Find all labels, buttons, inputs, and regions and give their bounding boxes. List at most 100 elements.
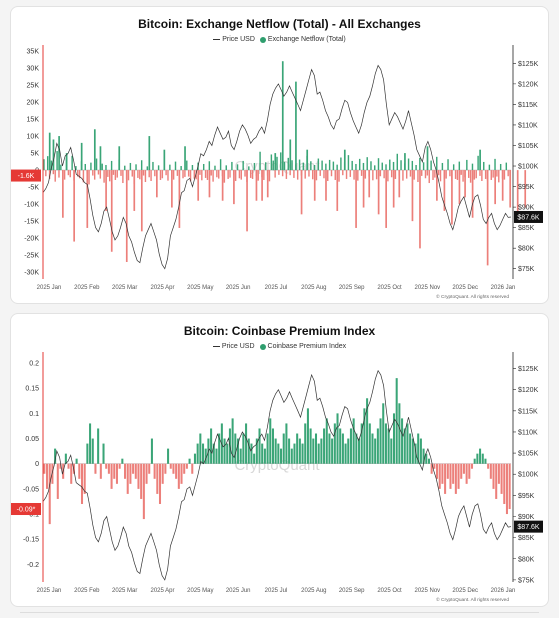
bar (396, 153, 398, 171)
netflow-chart-svg[interactable]: CryptoQuant35K30K25K20K15K10K5K0-5K-10K-… (11, 7, 548, 303)
y-right-tick-label: $110K (518, 429, 538, 436)
bar (330, 170, 333, 177)
bar (492, 463, 495, 489)
price-legend-label[interactable]: Price USD (222, 36, 255, 43)
bar (164, 463, 167, 474)
bar (280, 152, 282, 171)
bar (82, 170, 85, 183)
y-right-tick-label: $80K (518, 246, 535, 253)
bar (274, 438, 277, 464)
spike-bar (300, 170, 303, 215)
spike-bar (398, 170, 401, 198)
spike-bar (171, 170, 173, 208)
bar (457, 463, 460, 489)
bar (183, 463, 186, 474)
bar (110, 463, 113, 489)
price-legend-label[interactable]: Price USD (221, 343, 255, 350)
bar (63, 170, 66, 180)
chart-legend[interactable]: Price USD Exchange Netflow (Total) (11, 36, 548, 43)
series-legend-label[interactable]: Coinbase Premium Index (267, 343, 347, 350)
bar (277, 443, 280, 464)
bar (288, 438, 291, 464)
spike-bar (392, 170, 395, 208)
spike-bar (458, 170, 461, 205)
x-tick-label: 2025 Jan (37, 285, 62, 291)
bar (351, 160, 353, 171)
bar (202, 443, 205, 464)
bar (46, 463, 49, 489)
bar (358, 158, 361, 171)
bar (129, 162, 132, 171)
spike-bar (221, 170, 224, 201)
bar (409, 170, 412, 177)
spike-bar (184, 146, 186, 171)
bar (462, 463, 465, 474)
x-tick-label: 2025 Sep (339, 285, 365, 291)
bar (101, 163, 103, 171)
bar (390, 170, 393, 178)
bar (48, 170, 51, 179)
bar (382, 403, 385, 464)
bar (229, 170, 231, 178)
bar (145, 463, 148, 484)
x-tick-label: 2025 Jun (226, 588, 251, 594)
current-price-label: $87.6K (517, 524, 540, 531)
bar (269, 418, 272, 464)
y-right-tick-label: $85K (518, 535, 535, 542)
y-right-tick-label: $100K (518, 472, 539, 479)
bar (270, 154, 273, 171)
credit-text: © CryptoQuant. All rights reserved (436, 596, 509, 603)
bar (479, 448, 482, 464)
y-right-tick-label: $125K (518, 366, 539, 373)
bar (436, 463, 439, 479)
bar (427, 458, 430, 464)
bar (289, 170, 291, 176)
bar (312, 170, 314, 180)
chart-legend[interactable]: Price USD Coinbase Premium Index (11, 343, 548, 350)
bar (422, 162, 425, 171)
spike-bar (306, 149, 309, 171)
bar (413, 170, 415, 180)
y-left-tick-label: -0.1 (27, 512, 39, 519)
bar (332, 161, 335, 171)
bar (249, 170, 252, 178)
bar (327, 170, 329, 181)
bar (219, 159, 222, 171)
bar (271, 428, 274, 464)
bar (196, 443, 199, 464)
spike-bar (368, 170, 371, 198)
bar (154, 170, 156, 177)
bar (387, 428, 390, 464)
series-legend-label[interactable]: Exchange Netflow (Total) (267, 36, 346, 43)
bar (75, 166, 77, 171)
bar (376, 428, 379, 464)
bar (278, 170, 280, 175)
bar (445, 170, 447, 179)
bar (470, 463, 474, 469)
spike-bar (362, 170, 365, 208)
y-right-tick-label: $105K (518, 451, 539, 458)
bar (204, 170, 207, 178)
bar (308, 170, 310, 177)
bar (172, 170, 175, 180)
spike-bar (58, 136, 60, 171)
bar (158, 463, 162, 504)
spike-bar (48, 132, 51, 171)
x-tick-label: 2026 Jan (491, 588, 516, 594)
coinbase-premium-chart-svg[interactable]: CryptoQuant0.20.150.10.050-0.05-0.1-0.15… (11, 314, 548, 606)
bar (505, 162, 508, 171)
bar (156, 463, 159, 494)
bar (314, 433, 318, 464)
bar (325, 418, 328, 464)
x-tick-label: 2025 Sep (339, 588, 365, 594)
bar (411, 160, 414, 171)
bar (306, 408, 309, 464)
bar (430, 463, 433, 474)
bar (372, 170, 374, 181)
spike-bar (494, 170, 496, 205)
bar (315, 170, 318, 181)
bar (368, 423, 371, 464)
bar (364, 170, 367, 179)
spike-bar (411, 170, 414, 222)
current-value-label: -1.6K (18, 173, 35, 180)
